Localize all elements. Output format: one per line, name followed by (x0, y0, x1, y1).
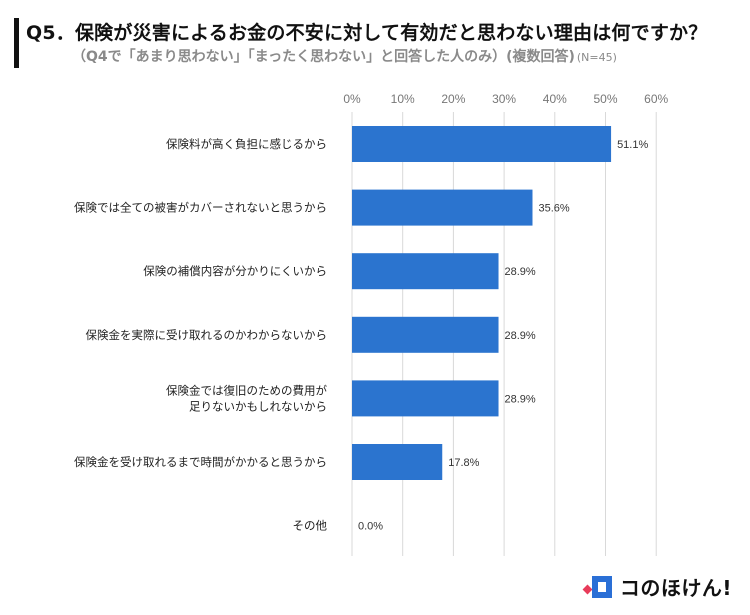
bar (352, 189, 533, 226)
category-label: 保険料が高く負担に感じるから (166, 137, 327, 151)
bar-value-label: 35.6% (538, 203, 569, 215)
category-label: 保険では全ての被害がカバーされないと思うから (74, 201, 327, 215)
x-tick-label: 40% (543, 92, 567, 106)
bar (352, 316, 499, 353)
bar-value-label: 28.9% (505, 393, 536, 405)
brand-logo-text: コのほけん! (619, 576, 732, 600)
x-tick-label: 30% (492, 92, 516, 106)
bar (352, 380, 499, 417)
page-subtitle: （Q4で「あまり思わない」「まったく思わない」と回答した人のみ）(複数回答) (N… (72, 46, 617, 66)
bar (352, 253, 499, 290)
category-label: 保険金を受け取れるまで時間がかかると思うから (74, 455, 327, 469)
bar-value-label: 28.9% (505, 266, 536, 278)
x-tick-label: 20% (441, 92, 465, 106)
category-label: 足りないかもしれないから (189, 399, 327, 413)
page-title: Q5．保険が災害によるお金の不安に対して有効だと思わない理由は何ですか？ (26, 22, 708, 44)
bar (352, 126, 612, 162)
bar-value-label: 17.8% (448, 457, 479, 469)
x-tick-label: 50% (593, 92, 617, 106)
category-label: その他 (293, 519, 328, 533)
x-tick-label: 0% (343, 92, 361, 106)
bar-value-label: 28.9% (505, 330, 536, 342)
bar-value-label: 0.0% (358, 521, 383, 533)
sample-size: (N=45) (576, 51, 617, 64)
x-tick-label: 10% (391, 92, 415, 106)
brand-logo: コのほけん! (582, 572, 732, 601)
bar-value-label: 51.1% (617, 139, 648, 151)
category-label: 保険金では復旧のための費用が (166, 383, 327, 397)
subtitle-text: （Q4で「あまり思わない」「まったく思わない」と回答した人のみ）(複数回答) (72, 49, 575, 65)
x-tick-label: 60% (644, 92, 668, 106)
brand-logo-icon (582, 574, 612, 600)
bar (352, 444, 443, 480)
category-label: 保険の補償内容が分かりにくいから (143, 264, 327, 278)
title-accent-bar (14, 18, 19, 68)
category-label: 保険金を実際に受け取れるのかわからないから (86, 328, 328, 342)
